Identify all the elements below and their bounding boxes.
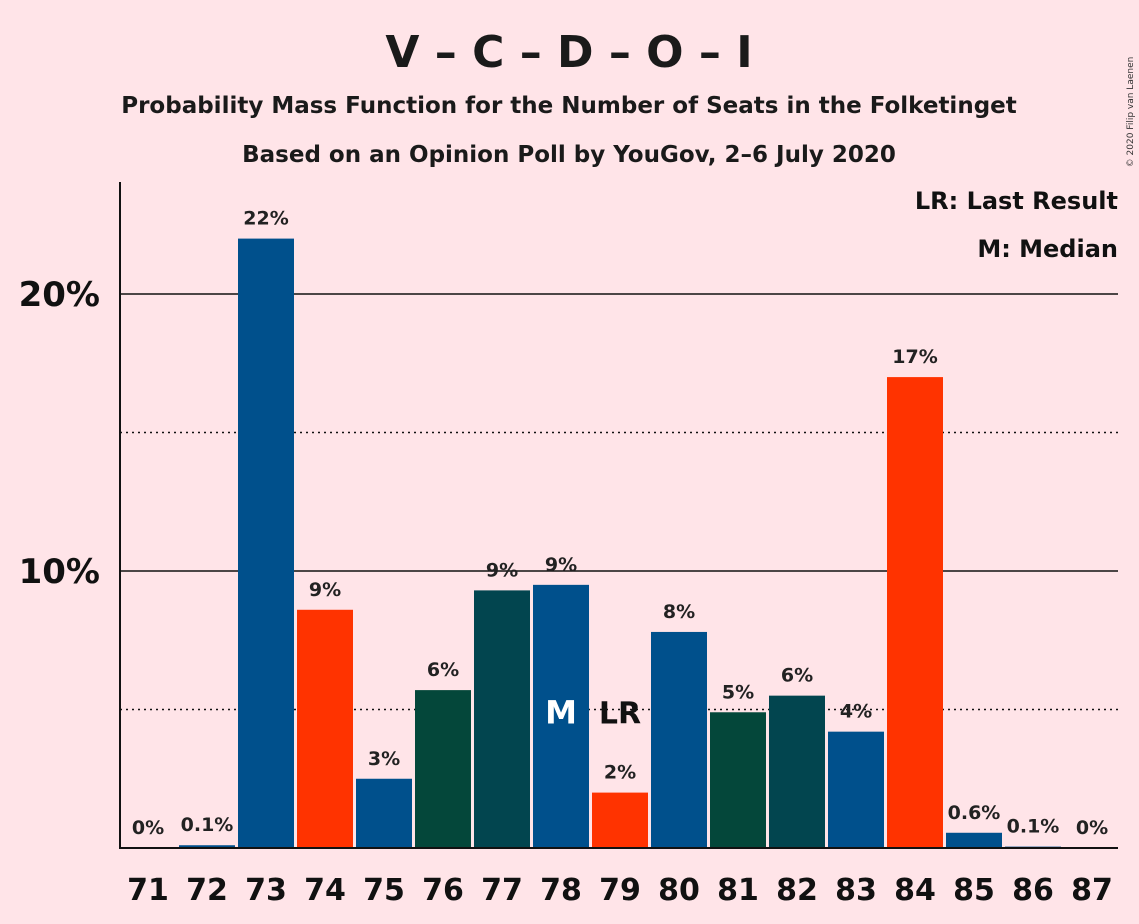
data-label-75: 3% (368, 748, 400, 770)
y-tick-labels: 10% 20% (19, 275, 100, 592)
bar-78 (533, 584, 589, 848)
x-tick-74: 74 (304, 873, 346, 908)
bar-77 (474, 590, 530, 848)
x-tick-85: 85 (953, 873, 995, 908)
x-tick-81: 81 (717, 873, 759, 908)
x-tick-77: 77 (481, 873, 523, 908)
x-tick-75: 75 (363, 873, 405, 908)
median-marker: M (545, 693, 577, 731)
data-label-73: 22% (243, 208, 288, 230)
last-result-marker: LR (599, 696, 641, 731)
bar-73 (238, 238, 294, 849)
y-tick-label: 20% (19, 275, 100, 315)
x-tick-83: 83 (835, 873, 877, 908)
bar-83 (828, 731, 884, 848)
x-tick-80: 80 (658, 873, 700, 908)
data-label-87: 0% (1076, 817, 1108, 839)
data-label-83: 4% (840, 701, 872, 723)
bar-80 (651, 631, 707, 848)
data-labels: 0% 0.1% 22% 9% 3% 6% 9% 9% 2% 8% 5% 6% 4% 17% 0.6% 0.1%… (132, 208, 1108, 839)
data-label-85: 0.6% (948, 802, 1001, 824)
bar-72 (179, 845, 235, 848)
x-tick-73: 73 (245, 873, 287, 908)
x-tick-79: 79 (599, 873, 641, 908)
bar-84 (887, 377, 943, 848)
x-tick-72: 72 (186, 873, 228, 908)
data-label-81: 5% (722, 681, 754, 703)
data-label-80: 8% (663, 601, 695, 623)
bar-81 (710, 712, 766, 848)
x-tick-76: 76 (422, 873, 464, 908)
data-label-71: 0% (132, 817, 164, 839)
chart-subtitle-2: Based on an Opinion Poll by YouGov, 2–6 … (242, 142, 896, 168)
data-label-86: 0.1% (1007, 816, 1060, 838)
data-label-78: 9% (545, 554, 577, 576)
x-tick-82: 82 (776, 873, 818, 908)
bar-82 (769, 695, 825, 848)
legend-last-result: LR: Last Result (915, 187, 1118, 215)
chart-subtitle: Probability Mass Function for the Number… (121, 93, 1017, 119)
bar-79 (592, 792, 648, 848)
chart-title: V – C – D – O – I (385, 27, 752, 78)
bar-76 (415, 690, 471, 848)
data-label-77: 9% (486, 559, 518, 581)
data-label-74: 9% (309, 579, 341, 601)
x-tick-87: 87 (1071, 873, 1113, 908)
x-tick-84: 84 (894, 873, 936, 908)
x-tick-71: 71 (127, 873, 169, 908)
data-label-72: 0.1% (181, 814, 234, 836)
y-tick-label: 10% (19, 552, 100, 592)
bar-74 (297, 609, 353, 848)
x-tick-78: 78 (540, 873, 582, 908)
data-label-82: 6% (781, 665, 813, 687)
markers: M LR (545, 693, 641, 731)
data-label-76: 6% (427, 659, 459, 681)
data-label-79: 2% (604, 762, 636, 784)
copyright-text: © 2020 Filip van Laenen (1126, 57, 1136, 168)
bar-85 (946, 832, 1002, 848)
bars (179, 238, 1061, 849)
x-tick-86: 86 (1012, 873, 1054, 908)
bar-75 (356, 778, 412, 848)
legend-median: M: Median (977, 235, 1118, 263)
x-tick-labels: 71 72 73 74 75 76 77 78 79 80 81 82 83 84 85 86 87 (127, 873, 1113, 908)
data-label-84: 17% (892, 346, 937, 368)
